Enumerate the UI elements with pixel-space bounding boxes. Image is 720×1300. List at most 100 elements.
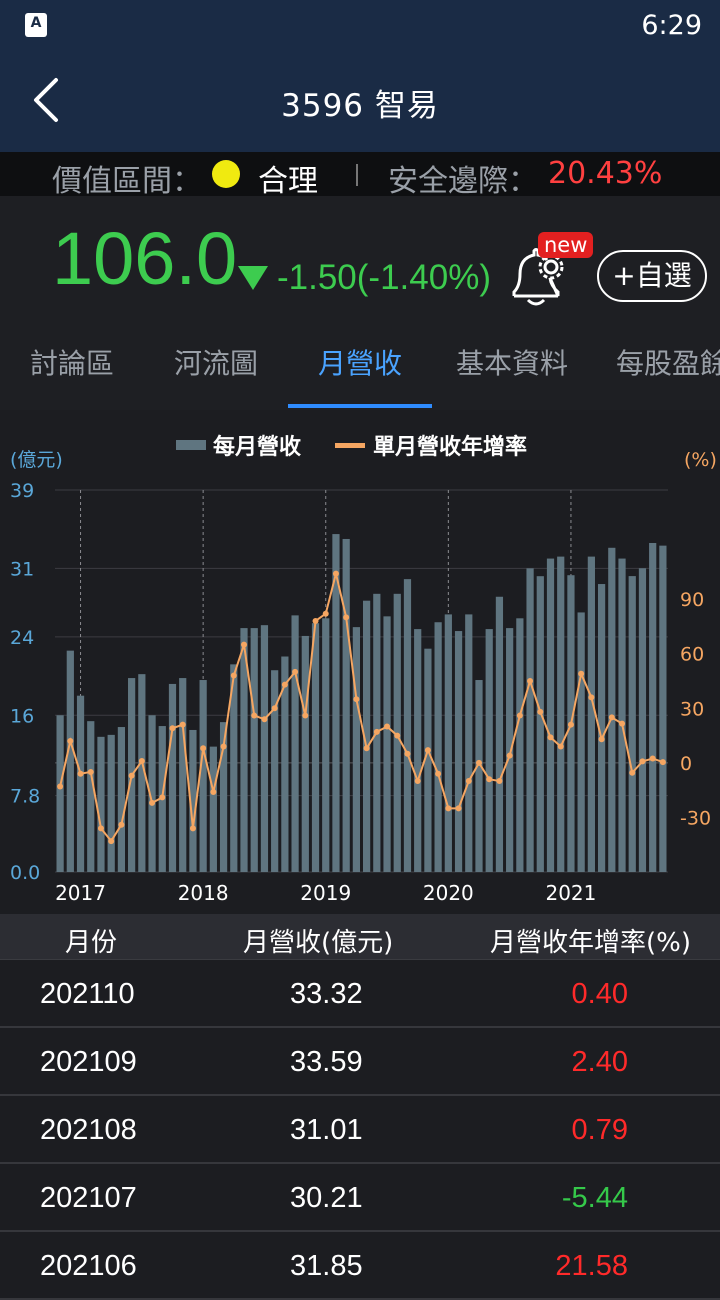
y-left-tick-label: 24 (10, 627, 34, 649)
revenue-bar (291, 615, 299, 872)
cell-revenue: 31.01 (290, 1114, 363, 1146)
revenue-bar (209, 746, 217, 872)
yoy-point (424, 747, 431, 754)
yoy-point (496, 778, 503, 785)
yoy-point (149, 799, 156, 806)
legend-bar-swatch (176, 440, 206, 450)
tab-river-chart[interactable]: 河流圖 (174, 347, 259, 380)
status-bar: A 6:29 (0, 0, 720, 50)
yoy-point (455, 805, 462, 812)
revenue-chart-svg: 每月營收 單月營收年增率 (億元) (%) 39 31 24 16 7.8 0.0 90 60… (10, 434, 717, 905)
stock-price: 106.0 (52, 217, 238, 300)
status-time: 6:29 (641, 10, 702, 41)
cell-month: 202106 (40, 1250, 137, 1282)
add-watchlist-button[interactable]: +自選 (597, 250, 707, 302)
table-row[interactable]: 202106 31.85 21.58 (0, 1232, 720, 1300)
revenue-bar (536, 576, 544, 872)
revenue-bar (189, 729, 197, 872)
valuation-strip: 價值區間： 合理 安全邊際： 20.43% (0, 152, 720, 199)
revenue-bar (454, 631, 463, 872)
revenue-bar (250, 628, 258, 872)
cell-month: 202107 (40, 1182, 137, 1214)
revenue-bar (332, 534, 340, 872)
yoy-point (179, 721, 186, 728)
yoy-point (281, 681, 288, 688)
tab-basic-info[interactable]: 基本資料 (456, 347, 569, 380)
revenue-chart: 每月營收 單月營收年增率 (億元) (%) 39 31 24 16 7.8 0.0 90 60… (0, 410, 720, 914)
app-notification-icon: A (25, 13, 47, 37)
cell-month: 202110 (40, 978, 135, 1010)
yoy-point (159, 794, 166, 801)
yoy-point (118, 821, 125, 828)
back-button[interactable] (22, 72, 72, 128)
yoy-point (251, 712, 258, 719)
tab-discussion[interactable]: 討論區 (30, 347, 115, 380)
y-right-tick-label: 30 (680, 698, 704, 720)
tab-monthly-revenue[interactable]: 月營收 (318, 347, 403, 380)
down-arrow-icon (238, 266, 268, 290)
revenue-table: 202110 33.32 0.40 202109 33.59 2.40 2021… (0, 960, 720, 1300)
table-row[interactable]: 202110 33.32 0.40 (0, 960, 720, 1028)
revenue-bar (97, 736, 105, 872)
active-tab-indicator (288, 404, 432, 408)
revenue-bar (66, 650, 74, 872)
cell-revenue: 30.21 (290, 1182, 363, 1214)
cell-yoy: 0.79 (571, 1114, 628, 1146)
revenue-bar (577, 612, 585, 872)
yoy-point (108, 838, 115, 845)
y-left-tick-label: 0.0 (10, 862, 40, 884)
y-left-tick-label: 16 (10, 705, 34, 727)
revenue-bar (506, 628, 514, 872)
yoy-point (608, 714, 615, 721)
revenue-bar (557, 556, 565, 872)
yoy-point (220, 743, 227, 750)
revenue-bar (138, 674, 146, 872)
safety-margin-label: 安全邊際： (388, 164, 538, 199)
yoy-point (77, 770, 84, 777)
yoy-point (516, 712, 523, 719)
revenue-bar (587, 556, 595, 872)
revenue-bar (199, 680, 207, 872)
yoy-point (414, 778, 421, 785)
tab-eps[interactable]: 每股盈餘 (616, 347, 720, 380)
yoy-point (97, 825, 104, 832)
y-right-tick-label: 60 (680, 644, 704, 666)
x-tick-label: 2021 (545, 881, 596, 905)
yoy-point (210, 788, 217, 795)
revenue-bar (526, 568, 534, 872)
revenue-bar (281, 656, 289, 872)
revenue-bar (56, 715, 64, 872)
revenue-bar (628, 576, 636, 872)
table-row[interactable]: 202108 31.01 0.79 (0, 1096, 720, 1164)
revenue-bar (495, 596, 504, 872)
cell-month: 202108 (40, 1114, 137, 1146)
revenue-bar (179, 678, 187, 872)
revenue-bar (638, 568, 647, 872)
header-yoy: 月營收年增率(%) (490, 928, 691, 958)
cell-month: 202109 (40, 1046, 137, 1078)
cell-revenue: 33.59 (290, 1046, 363, 1078)
price-change: -1.50(-1.40%) (277, 258, 491, 297)
yoy-point (332, 570, 339, 577)
x-tick-label: 2020 (423, 881, 474, 905)
yoy-point (465, 778, 472, 785)
yoy-point (343, 614, 350, 621)
valuation-status: 合理 (258, 164, 318, 199)
yoy-point (241, 641, 248, 648)
yoy-point (619, 720, 626, 727)
revenue-bar (87, 721, 95, 872)
table-row[interactable]: 202107 30.21 -5.44 (0, 1164, 720, 1232)
revenue-bar (485, 629, 493, 872)
yoy-point (261, 716, 268, 723)
yoy-point (271, 705, 278, 712)
y-left-tick-label: 31 (10, 558, 34, 580)
yoy-point (435, 770, 442, 777)
divider (356, 164, 358, 186)
yoy-point (649, 755, 656, 762)
revenue-bar (107, 734, 115, 872)
table-row[interactable]: 202109 33.59 2.40 (0, 1028, 720, 1096)
legend-yoy: 單月營收年增率 (373, 434, 527, 460)
revenue-bar (444, 614, 452, 872)
yoy-point (629, 769, 636, 776)
revenue-bar (403, 579, 412, 872)
